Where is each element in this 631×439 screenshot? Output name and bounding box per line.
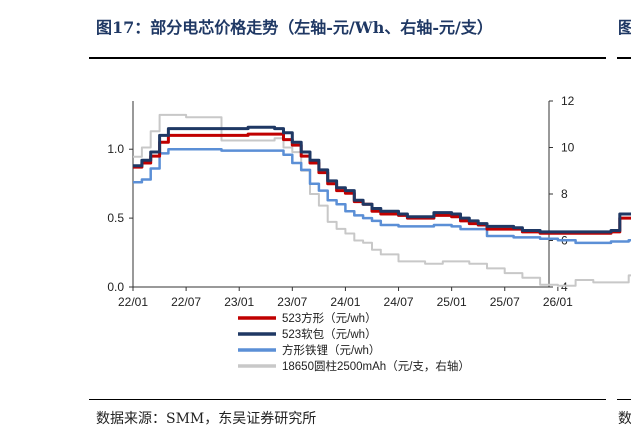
legend-label: 523软包（元/wh） (282, 327, 377, 341)
next-column-source-glyph: 数 (618, 411, 631, 427)
top-rule (89, 57, 606, 59)
x-tick-label: 23/07 (277, 295, 307, 309)
x-tick-label: 23/01 (224, 295, 254, 309)
left-tick-label: 0.0 (107, 280, 124, 294)
x-tick-label: 22/07 (171, 295, 201, 309)
bottom-rule (89, 399, 606, 400)
series-line-1 (133, 125, 631, 234)
x-tick-label: 22/01 (118, 295, 148, 309)
right-tick-label: 12 (561, 94, 575, 108)
series-line-3 (133, 113, 631, 287)
x-tick-label: 25/01 (437, 295, 467, 309)
series-layer (133, 113, 631, 287)
x-tick-label: 24/01 (330, 295, 360, 309)
legend-label: 523方形（元/wh） (282, 311, 377, 325)
right-tick-label: 4 (561, 280, 568, 294)
chart-legend: 523方形（元/wh） 523软包（元/wh） 方形铁锂（元/wh） 18650圆柱2… (238, 311, 470, 373)
data-source: 数据来源：SMM，东吴证券研究所 (96, 411, 317, 427)
left-tick-label: 0.5 (107, 211, 124, 225)
x-tick-label: 26/01 (543, 295, 573, 309)
chart-axes: 22/01 22/07 23/01 23/07 24/01 24/07 25/01 25/07… (107, 94, 574, 309)
series-line-2 (133, 147, 631, 245)
legend-label: 18650圆柱2500mAh（元/支，右轴） (282, 359, 470, 373)
x-tick-label: 25/07 (490, 295, 520, 309)
legend-label: 方形铁锂（元/wh） (282, 343, 380, 357)
x-tick-label: 24/07 (384, 295, 414, 309)
right-tick-label: 8 (561, 187, 568, 201)
figure-title: 图17：部分电芯价格走势（左轴-元/Wh、右轴-元/支） (96, 18, 493, 37)
right-tick-label: 10 (561, 141, 575, 155)
next-column-top-rule (617, 57, 631, 59)
next-column-title-glyph: 图 (618, 18, 631, 37)
left-tick-label: 1.0 (107, 142, 124, 156)
next-column-bottom-rule (617, 399, 631, 400)
